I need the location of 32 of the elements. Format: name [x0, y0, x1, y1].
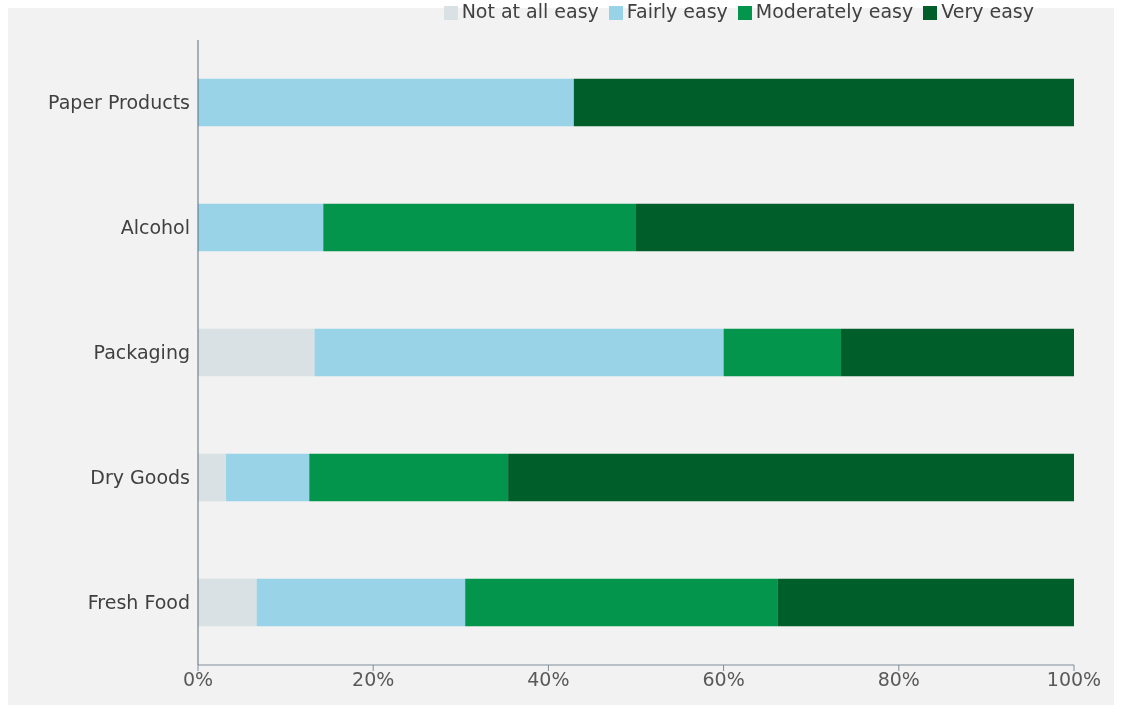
y-tick-label: Alcohol	[120, 216, 190, 239]
bar	[840, 328, 1074, 377]
bar	[309, 453, 509, 502]
bar	[314, 328, 724, 377]
x-tick-label: 40%	[527, 668, 570, 691]
y-tick-label: Packaging	[93, 341, 190, 364]
bar	[198, 203, 324, 252]
x-tick-label: 60%	[702, 668, 745, 691]
bar	[198, 578, 257, 627]
bar	[508, 453, 1074, 502]
bar	[226, 453, 310, 502]
bar	[777, 578, 1074, 627]
bar	[256, 578, 466, 627]
y-tick-label: Dry Goods	[90, 466, 190, 489]
y-tick-label: Paper Products	[48, 91, 190, 114]
bar	[636, 203, 1074, 252]
bar	[198, 328, 315, 377]
bar	[465, 578, 778, 627]
x-tick-label: 100%	[1046, 668, 1102, 691]
bar	[198, 453, 227, 502]
bar	[198, 78, 574, 127]
y-tick-label: Fresh Food	[87, 591, 190, 614]
x-tick-label: 0%	[182, 668, 214, 691]
x-tick-label: 20%	[352, 668, 395, 691]
bar	[323, 203, 636, 252]
legend-label: Moderately easy	[755, 0, 914, 22]
legend-label: Not at all easy	[461, 0, 599, 22]
x-tick-label: 80%	[877, 668, 920, 691]
bar	[573, 78, 1074, 127]
legend-label: Very easy	[941, 0, 1034, 22]
bar	[723, 328, 841, 377]
legend-label: Fairly easy	[626, 0, 728, 22]
